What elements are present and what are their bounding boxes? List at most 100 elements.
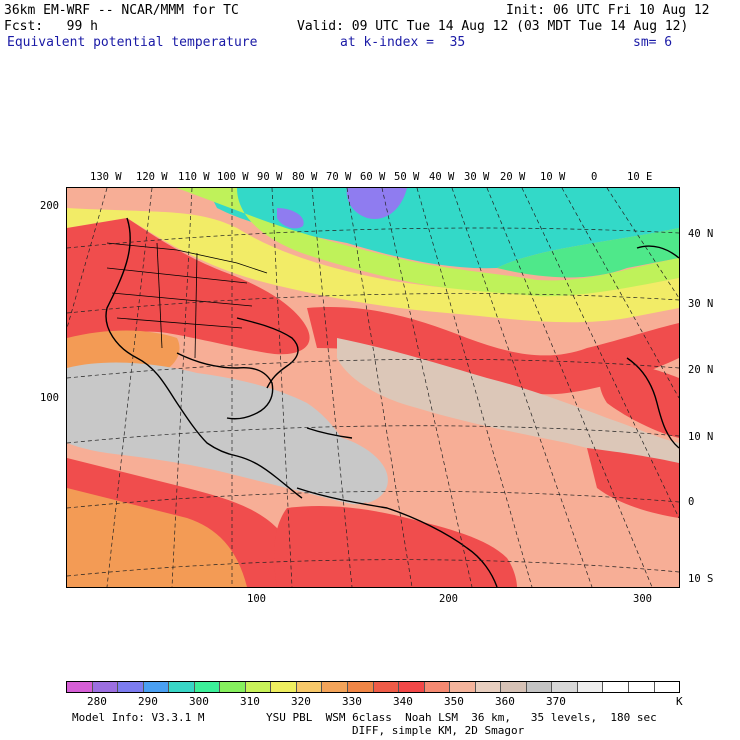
legend-swatch [577,682,604,692]
legend-swatch [296,682,323,692]
legend-swatch [322,682,349,692]
gulf-gray [67,362,371,505]
legend-label: 360 [495,695,515,708]
atlantic-tan [337,338,679,468]
lon-grid-8 [381,188,473,587]
grid-y-label: 100 [40,392,59,404]
legend-swatch [654,682,680,692]
lat-grid-40n [67,227,679,249]
legend-swatch [501,682,527,692]
legend-label: 310 [240,695,260,708]
lon-grid-3 [171,188,193,587]
lon-grid-2 [106,188,153,587]
lon-label: 100 W [217,171,249,183]
lon-label: 130 W [90,171,122,183]
legend-swatch [67,682,93,692]
mild-region [217,208,679,278]
lat-grid-10n [67,425,679,444]
level-index: at k-index = 35 [340,35,466,50]
legend-swatch [526,682,553,692]
coastline-europe [636,245,679,259]
legend-label: 290 [138,695,158,708]
yellow-band [67,208,679,323]
legend-label: 350 [444,695,464,708]
theta-e-map [66,187,680,588]
legend-swatch [169,682,195,692]
legend-swatch [92,682,119,692]
lon-grid-13 [561,188,679,399]
legend-unit: K [676,695,683,708]
forecast-hour: Fcst: 99 h [4,19,98,34]
model-title: 36km EM-WRF -- NCAR/MMM for TC [4,3,239,18]
legend-label: 330 [342,695,362,708]
border-states-v1 [156,242,163,349]
lon-grid-10 [451,188,593,587]
border-states-3 [116,317,243,329]
coastline-gulf [176,352,274,420]
pacific-orange-band [67,488,247,587]
lon-grid-11 [486,188,653,587]
cold-pool [346,188,407,219]
legend-swatch [271,682,297,692]
legend-label: 340 [393,695,413,708]
lat-grid-20n [67,358,679,379]
lat-label: 30 N [688,298,714,310]
lon-label: 80 W [292,171,318,183]
lon-grid-12 [521,188,679,519]
lon-grid-9 [416,188,533,587]
legend-swatch [143,682,170,692]
north-america-warm [67,218,310,355]
lat-grid-10s [67,559,679,577]
legend-swatch [399,682,425,692]
lon-label: 30 W [464,171,490,183]
lon-label: 40 W [429,171,455,183]
lat-grid-0 [67,490,679,509]
atlantic-red-streak [307,307,679,395]
lat-label: 10 N [688,431,714,443]
lon-grid-1 [67,188,108,329]
legend-label: 320 [291,695,311,708]
cold-pool-2 [277,208,304,229]
lon-label: 60 W [360,171,386,183]
smoothing-value: sm= 6 [633,35,673,50]
grid-x-label: 300 [633,593,652,605]
lat-label: 40 N [688,228,714,240]
lon-label: 70 W [326,171,352,183]
legend-swatch [450,682,476,692]
legend-swatch [475,682,502,692]
africa-red [599,358,679,438]
coastline-east-us [236,317,299,389]
border-states-2 [111,292,253,307]
lon-grid-6 [311,188,353,587]
lon-label: 110 W [178,171,210,183]
legend-swatch [424,682,451,692]
coastline-caribbean [306,427,353,439]
model-info: Model Info: V3.3.1 M [72,711,205,724]
lat-label: 0 [688,496,695,508]
lon-label: 10 W [540,171,566,183]
legend-swatch [603,682,630,692]
legend-swatch [629,682,655,692]
south-atlantic-salmon [517,488,679,587]
physics-info: YSU PBL WSM 6class Noah LSM 36 km, 35 le… [266,711,657,724]
caribbean-gray [297,428,388,503]
legend-swatch [194,682,221,692]
legend-swatch [348,682,374,692]
lat-label: 10 S [688,573,714,585]
lon-grid-14 [606,188,679,299]
lon-label: 50 W [394,171,420,183]
northern-cool-region [207,188,679,269]
south-america-red [274,506,517,587]
lon-label: 20 W [500,171,526,183]
lon-grid-5 [271,188,293,587]
init-time: Init: 06 UTC Fri 10 Aug 12 [506,3,710,18]
lon-grid-7 [346,188,413,587]
color-legend [66,681,680,693]
legend-label: 300 [189,695,209,708]
legend-swatch [245,682,272,692]
legend-swatch [373,682,400,692]
legend-label: 370 [546,695,566,708]
valid-time: Valid: 09 UTC Tue 14 Aug 12 (03 MDT Tue … [297,19,689,34]
lon-label: 0 [591,171,598,183]
lat-grid-30n [67,293,679,314]
